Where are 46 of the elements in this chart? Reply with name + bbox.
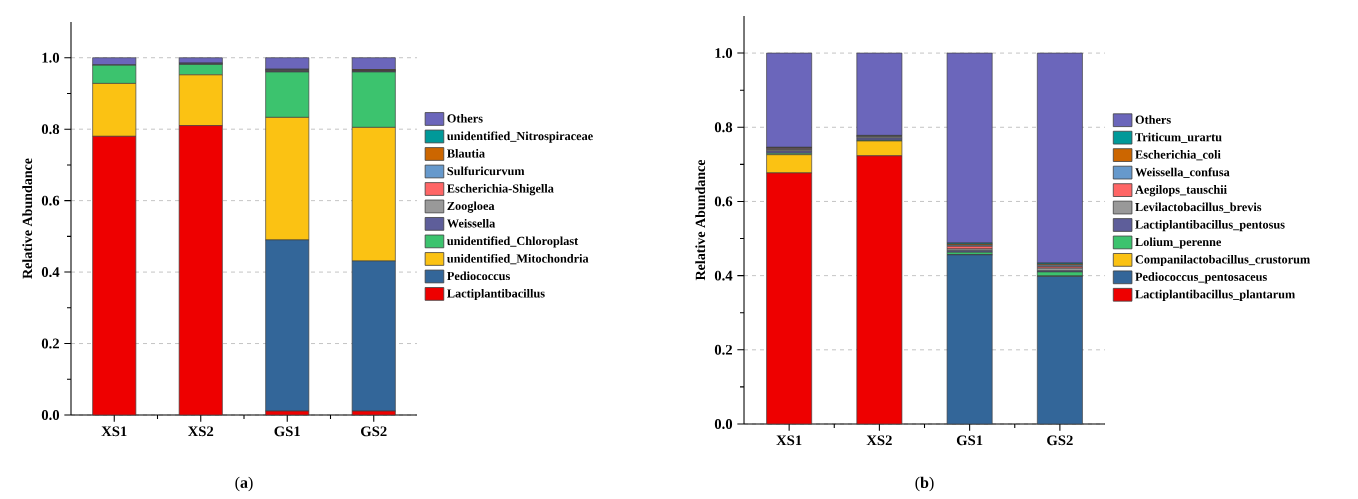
legend-label: Lactiplantibacillus_plantarum [1135, 289, 1295, 301]
legend-label: Pediococcus [447, 271, 510, 281]
y-tick-label: 0.0 [714, 419, 733, 429]
legend-label: Weissella_confusa [1135, 167, 1230, 178]
legend-label: Aegilops_tauschii [1135, 185, 1227, 197]
y-tick-label: 0.8 [714, 122, 733, 133]
x-tick-label: XS2 [187, 426, 214, 437]
legend-label: Companilactobacillus_crustorum [1135, 254, 1310, 267]
y-tick-label: 0.0 [41, 410, 60, 420]
y-tick-label: 0.2 [714, 344, 732, 355]
legend-label: Weissella [447, 218, 496, 228]
legend-label: Lactiplantibacillus_pentosus [1135, 220, 1285, 232]
text: (b) [915, 476, 934, 492]
y-tick-label: 0.6 [41, 195, 60, 206]
text: (a) [235, 476, 253, 492]
x-tick-label: GS2 [1047, 435, 1073, 446]
x-tick-label: XS2 [866, 435, 892, 446]
legend-label: Levilactobacillus_brevis [1135, 202, 1262, 213]
y-axis-title: Relative Abundance [695, 159, 706, 281]
legend-label: Lolium_perenne [1135, 237, 1222, 249]
legend-label: Zoogloea [447, 201, 495, 213]
legend-label: Sulfuricurvum [447, 166, 525, 176]
y-tick-label: 0.2 [41, 338, 59, 349]
x-tick-label: GS1 [956, 435, 983, 446]
legend-label: Others [447, 113, 483, 123]
x-tick-label: GS1 [274, 426, 300, 437]
legend-label: unidentified_Nitrospiraceae [447, 131, 593, 143]
x-tick-label: XS1 [776, 435, 802, 446]
legend-label: Triticum_urartu [1135, 132, 1222, 143]
legend-label: Escherichia-Shigella [447, 184, 554, 196]
x-tick-label: XS1 [101, 426, 127, 437]
y-tick-label: 1.0 [42, 52, 60, 63]
y-tick-label: 0.4 [41, 267, 60, 278]
legend-label: Lactiplantibacillus [447, 288, 545, 301]
y-tick-label: 0.8 [41, 124, 60, 135]
y-tick-label: 0.6 [714, 196, 733, 207]
y-tick-label: 1.0 [715, 48, 733, 59]
legend-label: unidentified_Mitochondria [447, 253, 589, 265]
legend-label: Blautia [447, 148, 485, 158]
y-axis-title: Relative Abundance [22, 158, 33, 279]
legend-label: Others [1135, 115, 1171, 124]
legend-label: unidentified_Chloroplast [447, 236, 579, 248]
legend-label: Pediococcus_pentosaceus [1135, 272, 1267, 284]
y-tick-label: 0.4 [714, 270, 733, 281]
legend-label: Escherichia_coli [1135, 150, 1221, 161]
x-tick-label: GS2 [361, 426, 387, 437]
